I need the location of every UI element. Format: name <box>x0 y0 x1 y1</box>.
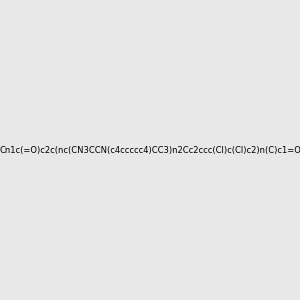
Text: Cn1c(=O)c2c(nc(CN3CCN(c4ccccc4)CC3)n2Cc2ccc(Cl)c(Cl)c2)n(C)c1=O: Cn1c(=O)c2c(nc(CN3CCN(c4ccccc4)CC3)n2Cc2… <box>0 146 300 154</box>
